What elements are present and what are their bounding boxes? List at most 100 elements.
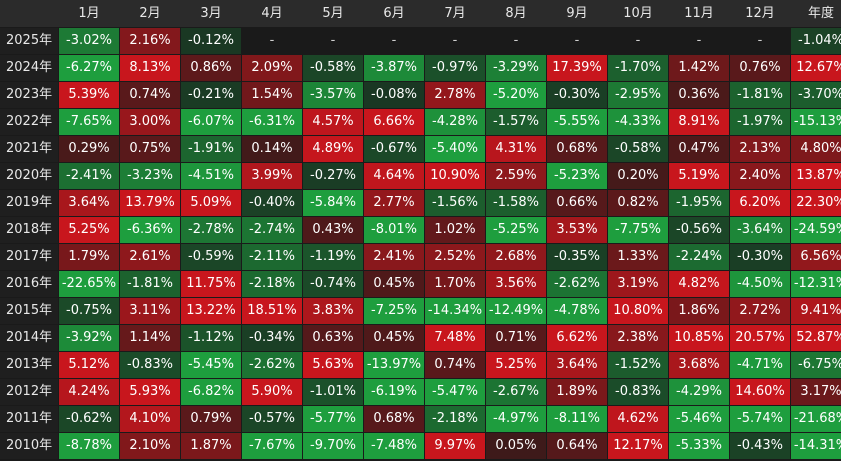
monthly-return-cell: -5.47% [425,379,485,405]
monthly-return-cell: -1.57% [486,109,546,135]
monthly-return-cell: 13.22% [181,298,241,324]
monthly-return-cell: -0.57% [242,406,302,432]
annual-return-cell: 13.87% [791,163,841,189]
monthly-return-cell: -2.18% [242,271,302,297]
year-label: 2012年 [0,379,58,405]
monthly-return-cell: -1.52% [608,352,668,378]
monthly-return-cell: -4.50% [730,271,790,297]
column-header: 10月 [608,0,668,27]
monthly-return-cell: 2.77% [364,190,424,216]
monthly-return-cell: -0.59% [181,244,241,270]
monthly-return-cell: 10.85% [669,325,729,351]
monthly-return-cell: -4.78% [547,298,607,324]
annual-return-cell: -1.04% [791,28,841,54]
monthly-return-cell: 1.33% [608,244,668,270]
monthly-return-cell: -1.56% [425,190,485,216]
monthly-return-cell: -0.30% [547,82,607,108]
monthly-return-cell: 7.48% [425,325,485,351]
annual-return-cell: 6.56% [791,244,841,270]
monthly-return-cell: -3.57% [303,82,363,108]
monthly-return-cell: 2.09% [242,55,302,81]
monthly-return-cell: -5.25% [486,217,546,243]
monthly-return-cell: 0.75% [120,136,180,162]
monthly-return-cell: 1.86% [669,298,729,324]
monthly-return-cell: -9.70% [303,433,363,459]
monthly-return-cell: -0.58% [303,55,363,81]
annual-return-cell: -24.59% [791,217,841,243]
column-header: 7月 [425,0,485,27]
monthly-return-cell: -2.62% [242,352,302,378]
year-label: 2016年 [0,271,58,297]
monthly-return-cell: -5.84% [303,190,363,216]
year-label: 2019年 [0,190,58,216]
monthly-return-cell: 8.91% [669,109,729,135]
year-label: 2022年 [0,109,58,135]
monthly-return-cell: -7.75% [608,217,668,243]
year-label: 2023年 [0,82,58,108]
monthly-return-cell: - [425,28,485,54]
monthly-return-cell: 0.66% [547,190,607,216]
monthly-return-cell: 3.19% [608,271,668,297]
monthly-return-cell: 0.43% [303,217,363,243]
monthly-return-cell: -1.01% [303,379,363,405]
monthly-return-cell: 3.99% [242,163,302,189]
monthly-return-cell: - [547,28,607,54]
monthly-return-cell: 2.61% [120,244,180,270]
monthly-return-cell: -6.19% [364,379,424,405]
column-header: 2月 [120,0,180,27]
monthly-return-cell: -4.71% [730,352,790,378]
monthly-return-cell: -4.97% [486,406,546,432]
monthly-return-cell: 3.64% [547,352,607,378]
monthly-return-cell: 4.62% [608,406,668,432]
year-label: 2015年 [0,298,58,324]
monthly-return-cell: 1.14% [120,325,180,351]
monthly-return-cell: 0.45% [364,271,424,297]
year-label: 2024年 [0,55,58,81]
monthly-return-cell: -6.31% [242,109,302,135]
monthly-return-cell: 3.64% [59,190,119,216]
annual-return-cell: 9.41% [791,298,841,324]
monthly-return-cell: -1.58% [486,190,546,216]
monthly-return-cell: -22.65% [59,271,119,297]
monthly-return-cell: 5.93% [120,379,180,405]
header-corner [0,0,58,27]
monthly-return-cell: 0.86% [181,55,241,81]
column-header: 年度 [791,0,841,27]
monthly-return-cell: 13.79% [120,190,180,216]
monthly-return-cell: -3.29% [486,55,546,81]
annual-return-cell: 22.30% [791,190,841,216]
monthly-return-cell: -7.67% [242,433,302,459]
monthly-return-cell: 5.25% [486,352,546,378]
year-label: 2010年 [0,433,58,459]
monthly-return-cell: -1.81% [730,82,790,108]
monthly-return-cell: 5.12% [59,352,119,378]
column-header: 8月 [486,0,546,27]
monthly-return-cell: -2.11% [242,244,302,270]
monthly-return-cell: 0.47% [669,136,729,162]
monthly-return-cell: 0.29% [59,136,119,162]
monthly-return-cell: -3.64% [730,217,790,243]
monthly-return-cell: -0.40% [242,190,302,216]
monthly-return-cell: 0.74% [120,82,180,108]
monthly-return-cell: - [303,28,363,54]
monthly-return-cell: -4.28% [425,109,485,135]
monthly-return-cell: 3.56% [486,271,546,297]
monthly-return-cell: - [669,28,729,54]
annual-return-cell: 3.17% [791,379,841,405]
monthly-return-cell: -0.83% [120,352,180,378]
monthly-return-cell: -5.55% [547,109,607,135]
column-header: 6月 [364,0,424,27]
monthly-return-cell: 4.31% [486,136,546,162]
monthly-return-cell: 18.51% [242,298,302,324]
annual-return-cell: -6.75% [791,352,841,378]
monthly-return-cell: 10.80% [608,298,668,324]
monthly-return-cell: -4.51% [181,163,241,189]
monthly-return-cell: -3.02% [59,28,119,54]
monthly-return-cell: -5.45% [181,352,241,378]
monthly-return-cell: 8.13% [120,55,180,81]
monthly-return-cell: -4.29% [669,379,729,405]
monthly-return-cell: -1.19% [303,244,363,270]
monthly-return-cell: 2.10% [120,433,180,459]
monthly-return-cell: -5.40% [425,136,485,162]
column-header: 3月 [181,0,241,27]
